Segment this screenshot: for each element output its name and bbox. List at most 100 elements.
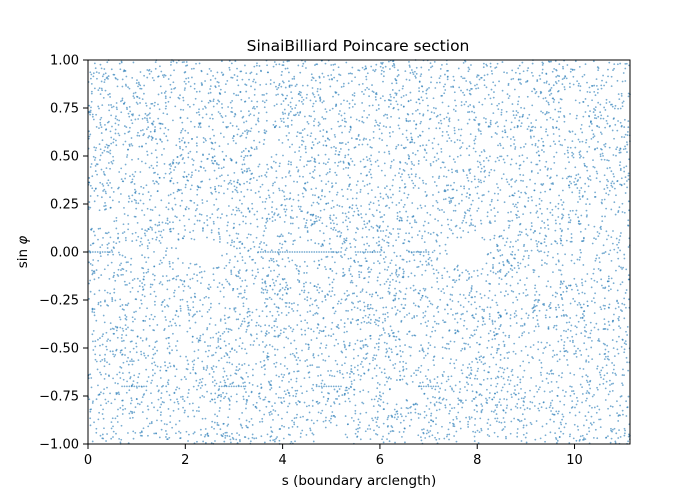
data-point bbox=[500, 421, 503, 424]
data-point bbox=[581, 375, 584, 378]
data-point bbox=[563, 344, 565, 347]
data-point bbox=[350, 137, 353, 140]
data-point bbox=[525, 294, 527, 297]
data-point bbox=[348, 387, 350, 390]
data-point bbox=[503, 294, 506, 297]
data-point bbox=[503, 368, 506, 371]
data-point bbox=[145, 142, 147, 145]
data-point bbox=[386, 438, 388, 441]
data-point bbox=[375, 121, 378, 124]
data-point bbox=[330, 64, 333, 66]
data-point bbox=[214, 440, 216, 442]
data-point bbox=[387, 236, 390, 239]
data-point bbox=[221, 213, 223, 216]
data-point bbox=[318, 219, 321, 222]
data-point bbox=[293, 239, 296, 242]
data-point bbox=[490, 377, 493, 380]
data-point bbox=[278, 439, 281, 442]
data-point bbox=[424, 437, 427, 439]
data-point bbox=[373, 346, 376, 349]
data-point bbox=[378, 272, 381, 275]
data-point bbox=[570, 68, 572, 71]
data-point bbox=[584, 438, 587, 441]
data-point bbox=[262, 257, 264, 260]
data-point bbox=[429, 233, 432, 235]
data-point bbox=[215, 382, 218, 385]
data-point bbox=[560, 376, 563, 379]
data-point bbox=[193, 238, 196, 241]
data-point bbox=[319, 130, 322, 132]
data-point bbox=[195, 151, 198, 153]
data-point bbox=[99, 148, 102, 151]
data-point bbox=[506, 351, 509, 354]
data-point bbox=[443, 117, 446, 120]
data-point bbox=[428, 69, 430, 71]
data-point bbox=[315, 220, 318, 223]
data-point bbox=[225, 264, 228, 267]
data-point bbox=[259, 242, 261, 245]
data-point bbox=[273, 335, 276, 338]
data-point bbox=[403, 427, 406, 430]
data-point bbox=[357, 213, 360, 216]
data-point bbox=[334, 135, 337, 138]
data-point bbox=[390, 348, 393, 351]
data-point bbox=[373, 249, 376, 252]
data-point bbox=[322, 129, 325, 131]
data-point bbox=[380, 132, 383, 135]
data-point bbox=[357, 427, 359, 430]
data-point bbox=[516, 432, 519, 434]
data-point bbox=[234, 188, 237, 191]
data-point bbox=[149, 293, 152, 296]
data-point bbox=[607, 275, 610, 278]
data-point bbox=[490, 103, 493, 106]
data-point bbox=[471, 110, 473, 113]
data-point bbox=[199, 339, 202, 342]
data-point bbox=[492, 267, 494, 270]
data-point bbox=[425, 260, 427, 263]
data-point bbox=[305, 97, 308, 99]
data-point bbox=[555, 263, 558, 266]
data-point bbox=[616, 63, 619, 66]
data-point bbox=[235, 339, 237, 341]
data-point bbox=[117, 236, 120, 239]
data-point bbox=[308, 411, 311, 414]
data-point bbox=[241, 78, 244, 81]
data-point bbox=[93, 159, 96, 161]
data-point bbox=[493, 237, 496, 240]
data-point bbox=[535, 204, 538, 207]
data-point bbox=[312, 170, 315, 173]
data-point bbox=[237, 233, 240, 235]
data-point bbox=[581, 75, 584, 78]
data-point bbox=[400, 217, 403, 220]
data-point bbox=[570, 406, 573, 409]
data-point bbox=[443, 211, 445, 213]
data-point bbox=[570, 386, 573, 388]
data-point bbox=[365, 291, 368, 294]
data-point bbox=[129, 291, 132, 293]
data-point bbox=[161, 140, 163, 143]
data-point bbox=[496, 211, 499, 214]
data-point bbox=[376, 276, 379, 279]
data-point bbox=[239, 135, 242, 138]
data-point bbox=[133, 198, 136, 201]
data-point bbox=[569, 302, 572, 305]
data-point bbox=[459, 147, 461, 150]
data-point bbox=[390, 377, 392, 380]
data-point bbox=[230, 269, 233, 272]
data-point bbox=[340, 319, 342, 321]
data-point bbox=[372, 136, 375, 139]
data-point bbox=[179, 94, 181, 97]
data-point bbox=[182, 108, 185, 111]
data-point bbox=[189, 199, 192, 202]
data-point bbox=[199, 337, 201, 339]
data-point bbox=[197, 186, 200, 189]
data-point bbox=[360, 375, 362, 377]
data-point bbox=[284, 125, 287, 128]
data-point bbox=[562, 65, 564, 68]
data-point bbox=[213, 279, 215, 282]
data-point bbox=[516, 435, 519, 438]
data-point bbox=[322, 162, 325, 165]
data-point bbox=[469, 82, 472, 85]
data-point bbox=[590, 329, 593, 332]
data-point bbox=[388, 347, 391, 350]
